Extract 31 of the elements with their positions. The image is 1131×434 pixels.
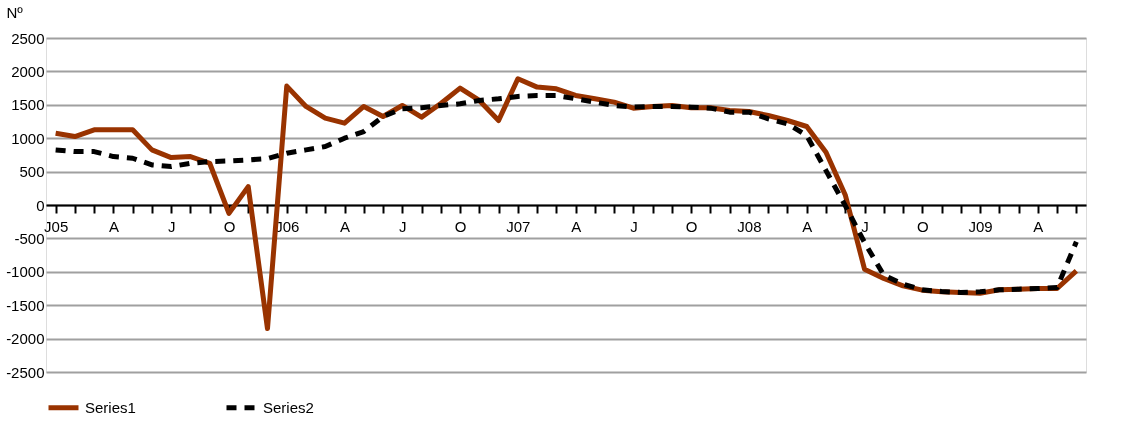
x-tick-label: A	[1033, 217, 1044, 235]
y-tick-label: 500	[19, 163, 45, 181]
x-tick-label: O	[223, 217, 236, 235]
x-tick-label: O	[454, 217, 467, 235]
x-tick-label: J	[399, 217, 407, 235]
y-tick-label: -500	[14, 229, 45, 247]
x-tick-label: J08	[737, 217, 762, 235]
y-tick-label: 1000	[11, 129, 45, 147]
y-axis-title: Nº	[6, 3, 24, 21]
x-tick-label: A	[802, 217, 813, 235]
x-tick-label: A	[340, 217, 351, 235]
y-tick-label: 0	[36, 196, 45, 214]
x-tick-label: A	[108, 217, 119, 235]
x-tick-label: J05	[44, 217, 69, 235]
y-tick-label: -1000	[6, 263, 45, 281]
x-tick-label: O	[916, 217, 929, 235]
y-tick-label: -1500	[6, 296, 45, 314]
x-tick-label: J	[861, 217, 869, 235]
y-tick-label: -2000	[6, 330, 45, 348]
x-tick-label: J09	[968, 217, 993, 235]
legend-label: Series1	[85, 398, 136, 416]
y-tick-label: -2500	[6, 363, 45, 381]
y-tick-label: 2500	[11, 29, 45, 47]
legend-label: Series2	[263, 398, 314, 416]
x-tick-label: O	[685, 217, 698, 235]
x-tick-label: A	[571, 217, 582, 235]
y-tick-label: 2000	[11, 62, 45, 80]
x-tick-label: J	[630, 217, 638, 235]
y-tick-label: 1500	[11, 96, 45, 114]
x-tick-label: J07	[506, 217, 531, 235]
x-tick-label: J	[167, 217, 176, 235]
